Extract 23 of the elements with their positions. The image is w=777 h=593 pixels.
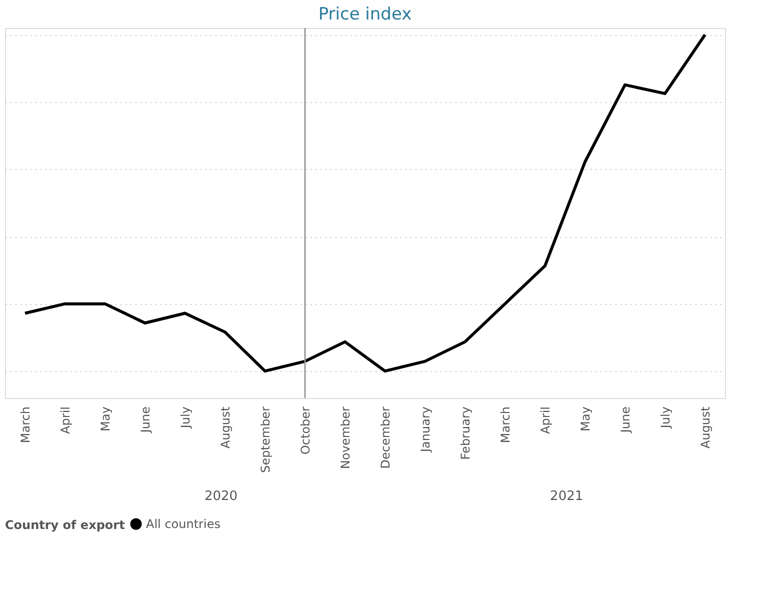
x-tick-label: April [538,406,552,434]
x-tick-label: October [298,406,312,455]
text: 2021 [550,489,584,504]
legend-title: Country of export [5,518,126,532]
x-tick-label: July [658,406,672,430]
x-tick-label: May [98,406,112,432]
x-tick-label: May [578,406,592,432]
x-tick-label: November [338,406,352,469]
x-tick-label: April [58,406,72,434]
x-tick-label: March [498,406,512,444]
x-tick-label: February [458,406,472,460]
chart-title: Price index [318,4,412,24]
x-tick-label: June [618,406,632,434]
x-tick-label: January [418,406,432,453]
x-tick-label: August [218,406,232,448]
x-tick-label: December [378,406,392,469]
x-tick-label: June [138,406,152,434]
legend-label: All countries [146,517,220,531]
x-tick-label: August [698,406,712,448]
text: 2020 [204,489,238,504]
x-tick-label: July [178,406,192,430]
x-tick-label: March [18,406,32,444]
x-tick-label: September [258,406,272,473]
